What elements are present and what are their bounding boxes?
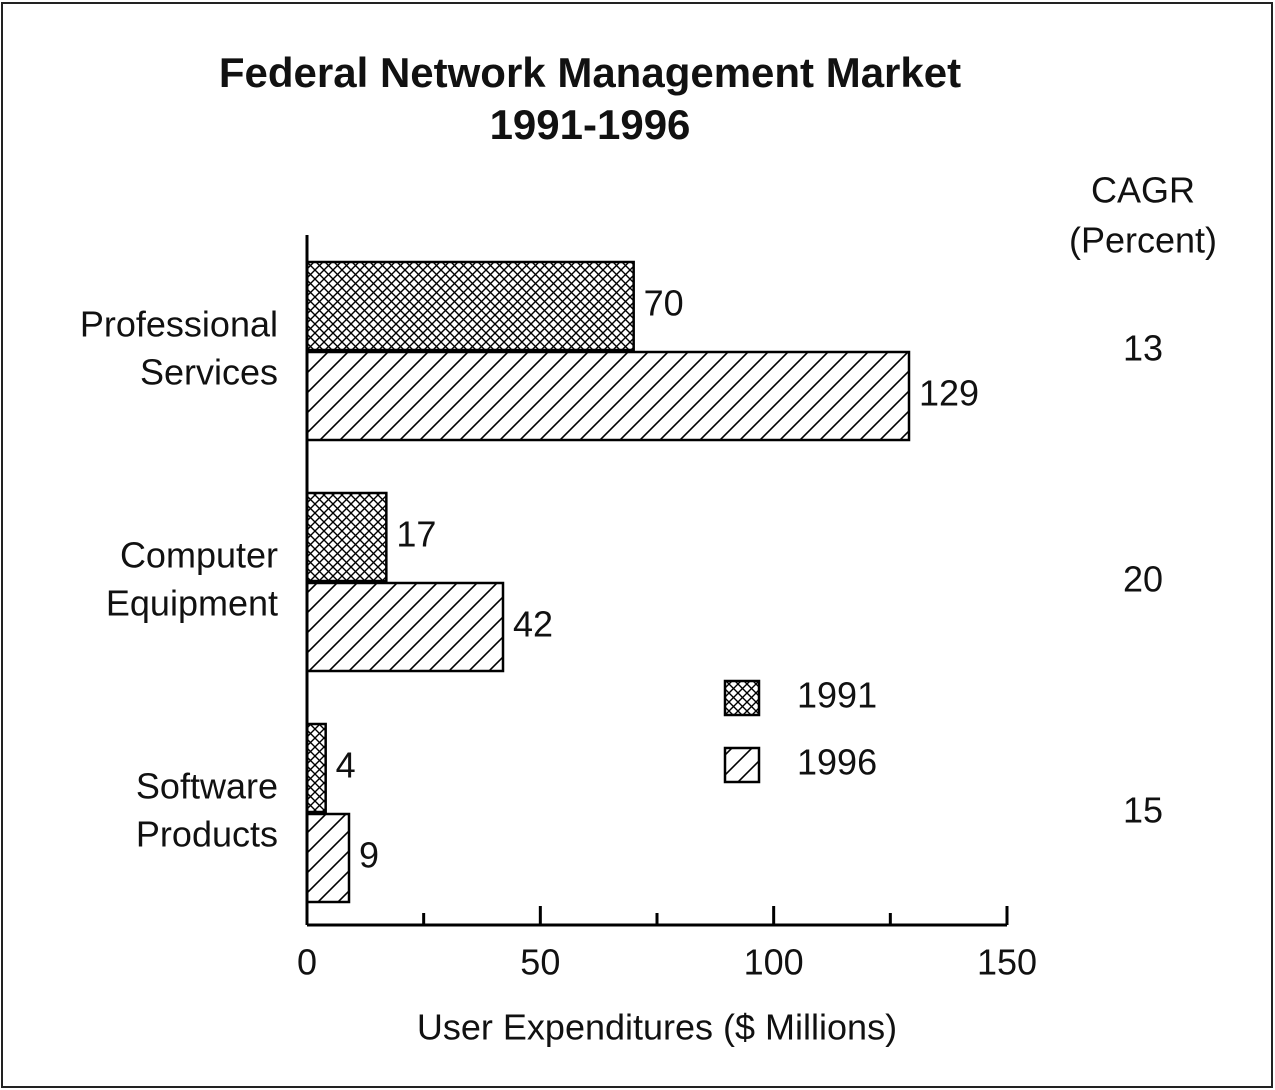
bar: [305, 491, 388, 583]
cagr-header: (Percent): [1069, 220, 1217, 261]
x-tick-label: 0: [297, 942, 317, 983]
category-label: Computer: [120, 535, 278, 576]
value-label: 9: [359, 835, 379, 876]
category-label: Professional: [80, 304, 278, 345]
chart-subtitle: 1991-1996: [490, 101, 691, 148]
legend-label: 1996: [797, 742, 877, 783]
category-label: Services: [140, 352, 278, 393]
legend-swatch: [723, 679, 761, 717]
bar: [305, 812, 351, 904]
cagr-header: CAGR: [1091, 170, 1195, 211]
x-tick-label: 100: [744, 942, 804, 983]
legend-swatch: [723, 746, 761, 784]
value-label: 4: [336, 745, 356, 786]
bar: [305, 722, 327, 814]
value-label: 42: [513, 604, 553, 645]
value-label: 129: [919, 373, 979, 414]
x-tick-label: 150: [977, 942, 1037, 983]
cagr-value: 20: [1123, 559, 1163, 600]
category-label: Software: [136, 766, 278, 807]
value-label: 17: [396, 514, 436, 555]
legend-label: 1991: [797, 675, 877, 716]
bar: [305, 581, 505, 673]
cagr-value: 15: [1123, 790, 1163, 831]
bar: [305, 260, 635, 352]
x-tick-label: 50: [520, 942, 560, 983]
cagr-value: 13: [1123, 328, 1163, 369]
category-label: Products: [136, 814, 278, 855]
x-axis-label: User Expenditures ($ Millions): [417, 1007, 897, 1048]
category-label: Equipment: [106, 583, 278, 624]
bar: [305, 350, 911, 442]
value-label: 70: [644, 283, 684, 324]
chart-title: Federal Network Management Market: [219, 49, 961, 96]
